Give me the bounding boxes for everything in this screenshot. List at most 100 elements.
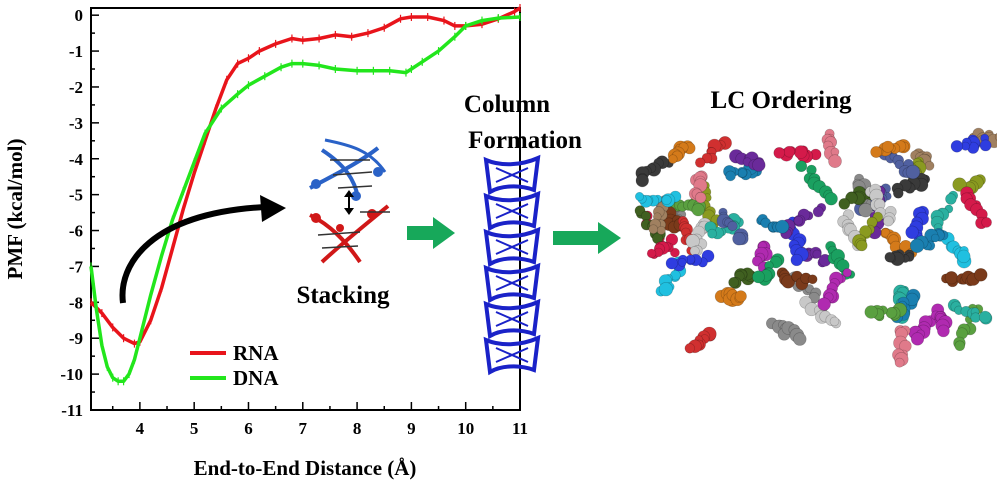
- lc-bead: [670, 247, 680, 258]
- column-helix-unit: [483, 190, 541, 232]
- y-tick-label: -10: [60, 365, 83, 384]
- lc-bead: [752, 158, 766, 172]
- lc-bead: [677, 257, 687, 267]
- lc-bead: [892, 188, 904, 199]
- column-helix-unit: [483, 262, 541, 304]
- lc-bead: [909, 238, 925, 254]
- lc-bead: [795, 160, 808, 172]
- pmf-chart: 4 5 6 7 8 9 10 11 0 -1 -2 -3 -4 -5 -6 -7 -8 -9 -10 -11 End…: [3, 4, 528, 480]
- series-line-dna: [89, 15, 521, 384]
- green-arrow-1: [407, 217, 455, 249]
- lc-bead: [883, 215, 894, 227]
- x-axis-ticks: 4 5 6 7 8 9 10 11: [111, 402, 528, 438]
- lc-bead: [957, 249, 971, 264]
- y-tick-label: -2: [69, 78, 83, 97]
- lc-bead: [881, 140, 894, 153]
- column-formation-label-line1: Column: [464, 91, 550, 118]
- lc-bead: [734, 290, 747, 303]
- plot-frame: [90, 7, 521, 411]
- y-tick-label: -4: [69, 150, 84, 169]
- lc-bead: [974, 268, 988, 282]
- column-helix-unit: [483, 154, 541, 196]
- lc-bead: [661, 194, 672, 206]
- column-helix-unit: [483, 226, 541, 268]
- lc-bead: [694, 191, 707, 204]
- lc-bead: [870, 146, 883, 158]
- y-tick-label: -9: [69, 329, 83, 348]
- lc-bead: [894, 357, 905, 368]
- lc-bead: [910, 332, 925, 346]
- x-tick-label: 7: [299, 419, 308, 438]
- lc-bead: [978, 310, 992, 324]
- y-tick-label: -1: [69, 42, 83, 61]
- lc-bead: [812, 206, 824, 218]
- lc-bead: [783, 145, 796, 158]
- lc-bead: [781, 274, 796, 289]
- x-tick-label: 4: [136, 419, 145, 438]
- lc-ordering-label: LC Ordering: [711, 87, 852, 114]
- lc-bead: [728, 276, 740, 288]
- lc-bead: [691, 203, 705, 217]
- lc-bead: [838, 198, 851, 210]
- lc-bead: [725, 170, 736, 182]
- lc-bead: [635, 174, 649, 188]
- lc-bead: [790, 253, 803, 267]
- x-tick-label: 10: [457, 419, 474, 438]
- column-helix-rungs: [495, 311, 529, 327]
- lc-bead: [829, 316, 840, 327]
- lc-bead: [930, 233, 940, 243]
- lc-bead: [694, 157, 706, 168]
- lc-bead: [773, 147, 786, 159]
- column-helix-rungs: [495, 347, 529, 363]
- lc-bead: [979, 139, 992, 152]
- lc-bead: [905, 164, 921, 180]
- lc-bead: [945, 193, 957, 205]
- lc-bead: [684, 343, 695, 354]
- lc-bead: [858, 203, 873, 218]
- lc-bead: [807, 274, 818, 285]
- lc-bead: [727, 220, 738, 232]
- lc-bead: [668, 154, 678, 164]
- lc-bead: [665, 257, 678, 270]
- lc-bead: [812, 249, 822, 259]
- curved-arrow-black: [119, 204, 266, 304]
- stacked-dimer-illustration: [309, 138, 390, 264]
- x-tick-label: 5: [190, 419, 199, 438]
- x-tick-label: 8: [353, 419, 362, 438]
- lc-bead: [950, 140, 964, 153]
- legend-label-dna: DNA: [233, 366, 279, 390]
- lc-bead: [793, 332, 807, 346]
- lc-bead: [952, 177, 967, 192]
- lc-bead: [732, 232, 746, 246]
- column-helix-rungs: [495, 203, 529, 219]
- lc-bead: [646, 248, 657, 259]
- lc-bead: [707, 228, 717, 239]
- green-arrow-2: [553, 222, 621, 254]
- lc-bead: [937, 324, 950, 338]
- series-group: [89, 4, 521, 386]
- lc-bead: [905, 225, 919, 240]
- column-helix-unit: [483, 298, 541, 340]
- lc-bead: [981, 217, 992, 228]
- y-tick-label: 0: [75, 6, 84, 25]
- lc-bead: [824, 192, 838, 206]
- lc-bead: [634, 192, 644, 202]
- legend: RNA DNA: [190, 341, 279, 390]
- column-stack-illustration: [483, 154, 541, 376]
- lc-bead: [885, 306, 898, 319]
- column-helix-rungs: [495, 275, 529, 291]
- lc-bead: [793, 145, 808, 159]
- lc-bead: [737, 168, 748, 178]
- lc-bead: [842, 268, 852, 278]
- y-tick-label: -7: [69, 257, 84, 276]
- lc-bead: [944, 271, 959, 285]
- y-tick-label: -3: [69, 114, 83, 133]
- lc-bead: [864, 305, 878, 319]
- lc-bead: [880, 228, 891, 238]
- lc-bead: [859, 225, 872, 238]
- column-helix-rungs: [495, 239, 529, 255]
- lc-ordering-illustration: [634, 127, 997, 368]
- y-tick-label: -5: [69, 186, 83, 205]
- lc-bead: [656, 225, 666, 235]
